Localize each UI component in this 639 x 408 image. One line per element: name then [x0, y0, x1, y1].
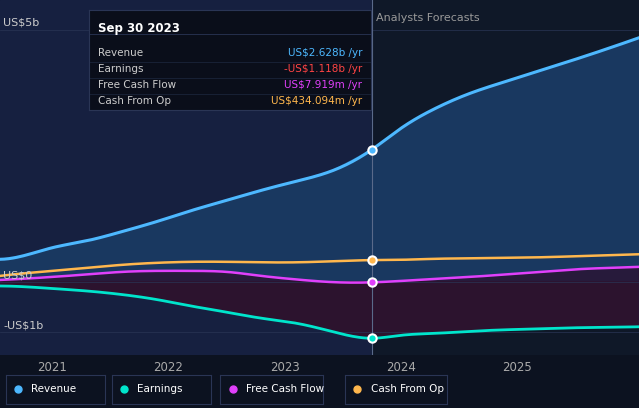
Text: Cash From Op: Cash From Op [371, 384, 443, 394]
Text: Earnings: Earnings [137, 384, 182, 394]
Text: -US$1b: -US$1b [3, 321, 43, 331]
Text: Analysts Forecasts: Analysts Forecasts [376, 13, 480, 23]
Text: Cash From Op: Cash From Op [98, 96, 171, 106]
Text: US$7.919m /yr: US$7.919m /yr [284, 80, 362, 90]
Text: Sep 30 2023: Sep 30 2023 [98, 22, 180, 35]
Text: US$434.094m /yr: US$434.094m /yr [271, 96, 362, 106]
Bar [0, 0, 372, 355]
Text: Past: Past [344, 13, 367, 23]
Text: US$5b: US$5b [3, 18, 40, 28]
Text: US$2.628b /yr: US$2.628b /yr [288, 48, 362, 58]
Text: US$0: US$0 [3, 271, 33, 280]
Text: -US$1.118b /yr: -US$1.118b /yr [284, 64, 362, 74]
Text: Free Cash Flow: Free Cash Flow [98, 80, 176, 90]
Text: Revenue: Revenue [31, 384, 76, 394]
Text: Revenue: Revenue [98, 48, 143, 58]
Bar [372, 0, 639, 355]
Text: Free Cash Flow: Free Cash Flow [246, 384, 324, 394]
Text: Earnings: Earnings [98, 64, 143, 74]
